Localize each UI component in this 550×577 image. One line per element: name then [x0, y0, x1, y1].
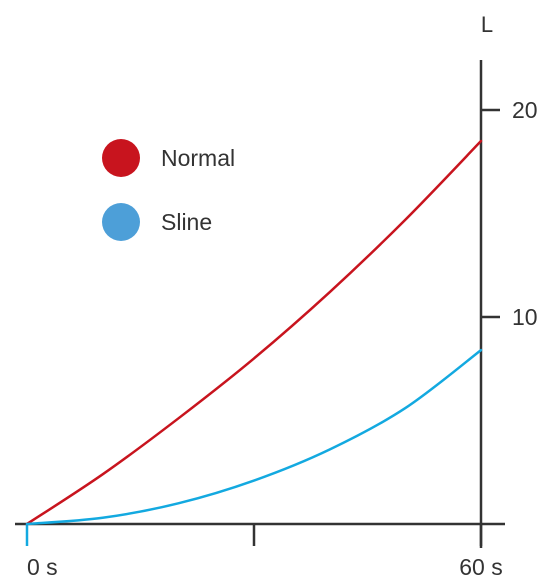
y-tick-label: 20 — [512, 97, 538, 123]
legend: Normal Sline — [102, 139, 235, 241]
x-tick-label: 0 s — [27, 554, 58, 577]
y-axis-label: L — [481, 12, 493, 37]
legend-label-normal: Normal — [161, 145, 235, 171]
legend-marker-sline — [102, 203, 140, 241]
series-line-sline — [25, 348, 483, 526]
x-tick-label: 60 s — [459, 554, 502, 577]
legend-label-sline: Sline — [161, 209, 212, 235]
y-tick-label: 10 — [512, 304, 538, 330]
legend-marker-normal — [102, 139, 140, 177]
ticks-layer: 0 s 60 s 10 20 — [25, 97, 538, 577]
series-layer — [25, 139, 483, 526]
series-line-normal — [25, 139, 483, 526]
axes-layer: L — [15, 12, 505, 548]
